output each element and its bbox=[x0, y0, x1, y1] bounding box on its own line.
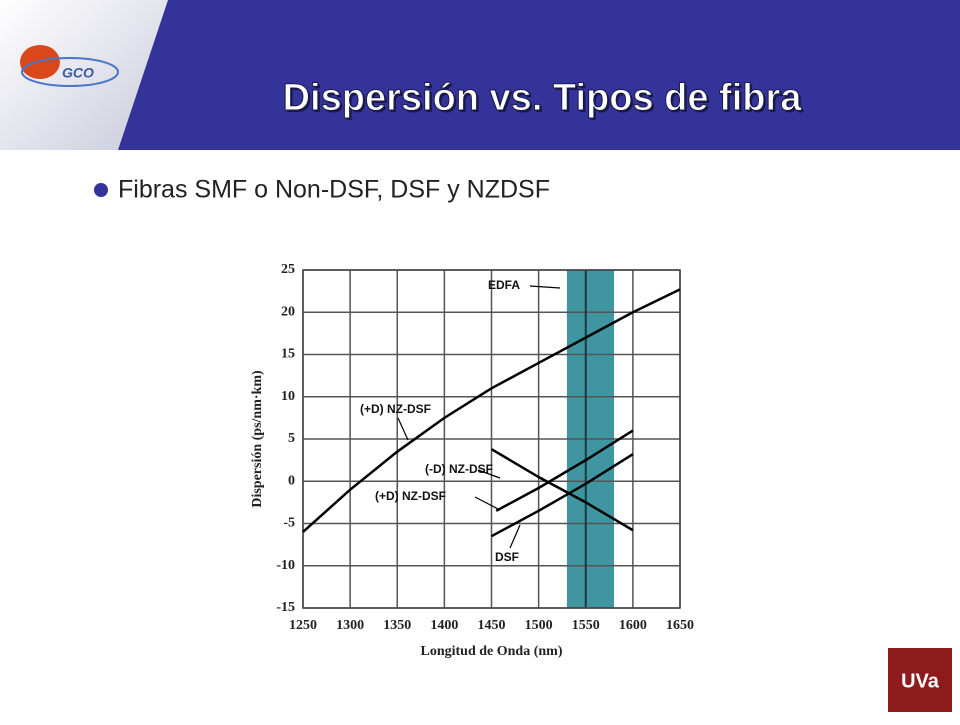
x-tick-label: 1600 bbox=[619, 618, 647, 633]
bullet-dot bbox=[94, 183, 108, 197]
x-axis-title: Longitud de Onda (nm) bbox=[421, 644, 563, 659]
plot-frame bbox=[302, 269, 681, 609]
x-tick-label: 1250 bbox=[289, 618, 317, 633]
x-tick-label: 1500 bbox=[525, 618, 553, 633]
logo-text: GCO bbox=[62, 65, 94, 81]
series-line bbox=[495, 429, 634, 512]
label-leader bbox=[397, 417, 409, 441]
x-tick-label: 1450 bbox=[478, 618, 506, 633]
y-tick-label: 10 bbox=[281, 389, 295, 404]
label-leader bbox=[474, 496, 501, 511]
y-tick-label: 5 bbox=[288, 431, 295, 446]
uva-text: UVa bbox=[901, 670, 940, 692]
logo-ring bbox=[21, 57, 119, 87]
x-tick-label: 1300 bbox=[336, 618, 364, 633]
y-axis-title: Dispersión (ps/nm·km) bbox=[250, 370, 265, 508]
bullet-text: Fibras SMF o Non-DSF, DSF y NZDSF bbox=[118, 176, 550, 204]
x-tick-label: 1400 bbox=[430, 618, 458, 633]
label-leader bbox=[509, 524, 521, 549]
slide-title: Dispersión vs. Tipos de fibra bbox=[283, 77, 803, 119]
y-tick-label: -10 bbox=[276, 558, 295, 573]
band-label: EDFA bbox=[488, 278, 520, 292]
y-tick-label: 25 bbox=[281, 262, 295, 277]
series-line bbox=[302, 288, 681, 533]
x-tick-label: 1550 bbox=[572, 618, 600, 633]
x-tick-label: 1650 bbox=[666, 618, 694, 633]
y-tick-label: -5 bbox=[283, 516, 295, 531]
series-label: (+D) NZ-DSF bbox=[375, 489, 446, 503]
band-arrow bbox=[529, 285, 561, 289]
y-tick-label: 15 bbox=[281, 347, 295, 362]
uva-logo bbox=[888, 648, 952, 712]
label-leader bbox=[477, 469, 501, 479]
series-label: DSF bbox=[495, 550, 519, 564]
series-label: (-D) NZ-DSF bbox=[425, 462, 493, 476]
series-line bbox=[490, 448, 634, 532]
y-tick-label: -15 bbox=[276, 600, 295, 615]
y-tick-label: 20 bbox=[281, 304, 295, 319]
chart: -15 -10 -5 0 5 10 15 20 25 1250 1300 1350 1400 1450 15… bbox=[250, 262, 694, 659]
header-corner bbox=[0, 0, 168, 150]
header-band bbox=[0, 0, 960, 150]
x-tick-label: 1350 bbox=[383, 618, 411, 633]
series-label: (+D) NZ-DSF bbox=[360, 402, 431, 416]
y-tick-label: 0 bbox=[288, 473, 295, 488]
title-shadow: Dispersión vs. Tipos de fibra bbox=[285, 79, 805, 121]
series-line bbox=[490, 453, 634, 538]
